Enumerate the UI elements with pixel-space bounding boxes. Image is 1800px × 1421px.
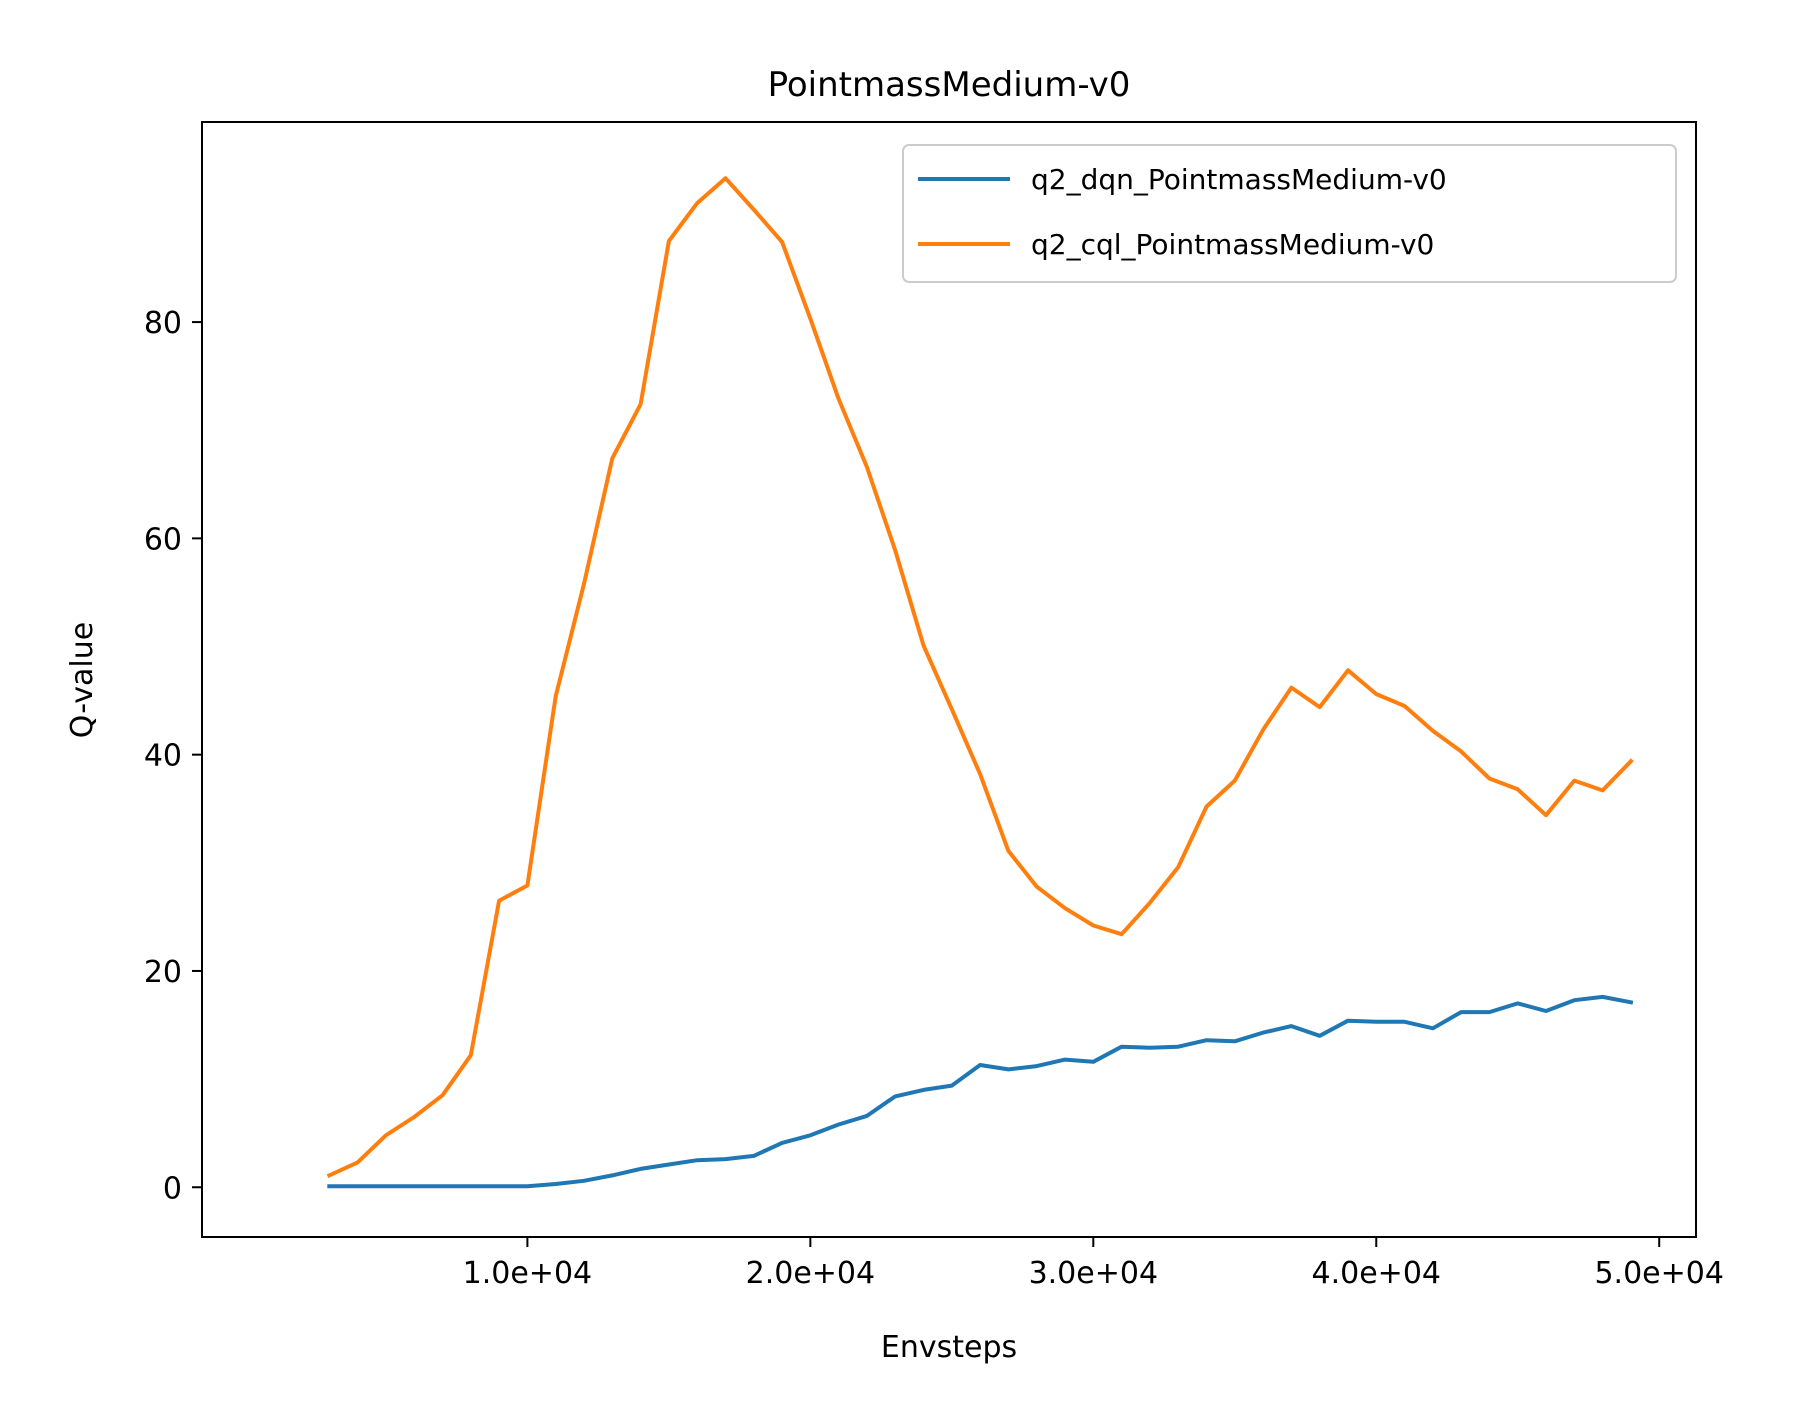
x-tick-label: 1.0e+04 bbox=[463, 1256, 592, 1291]
x-tick-label: 2.0e+04 bbox=[746, 1256, 875, 1291]
x-axis-label: Envsteps bbox=[881, 1330, 1017, 1365]
x-tick-label: 4.0e+04 bbox=[1312, 1256, 1441, 1291]
x-tick-label: 5.0e+04 bbox=[1594, 1256, 1723, 1291]
legend-box bbox=[902, 144, 1677, 283]
plot-frame bbox=[201, 121, 1697, 1238]
x-axis-ticks: 1.0e+04 2.0e+04 3.0e+04 4.0e+04 5.0e+04 bbox=[463, 1237, 1724, 1291]
x-tick-label: 3.0e+04 bbox=[1029, 1256, 1158, 1291]
y-tick-label: 80 bbox=[144, 306, 182, 341]
plot-background bbox=[202, 122, 1696, 1237]
y-tick-label: 60 bbox=[144, 522, 182, 557]
legend-label-dqn: q2_dqn_PointmassMedium-v0 bbox=[1031, 163, 1447, 196]
y-tick-label: 20 bbox=[144, 955, 182, 990]
y-tick-label: 40 bbox=[144, 739, 182, 774]
y-axis-ticks: 0 20 40 60 80 bbox=[144, 306, 202, 1206]
series-layer bbox=[326, 176, 1634, 1189]
legend-label-cql: q2_cql_PointmassMedium-v0 bbox=[1031, 228, 1434, 261]
legend: q2_dqn_PointmassMedium-v0 q2_cql_Pointma… bbox=[902, 144, 1677, 283]
chart-title: PointmassMedium-v0 bbox=[768, 65, 1131, 105]
y-tick-label: 0 bbox=[163, 1171, 182, 1206]
y-axis-label: Q-value bbox=[65, 622, 100, 738]
